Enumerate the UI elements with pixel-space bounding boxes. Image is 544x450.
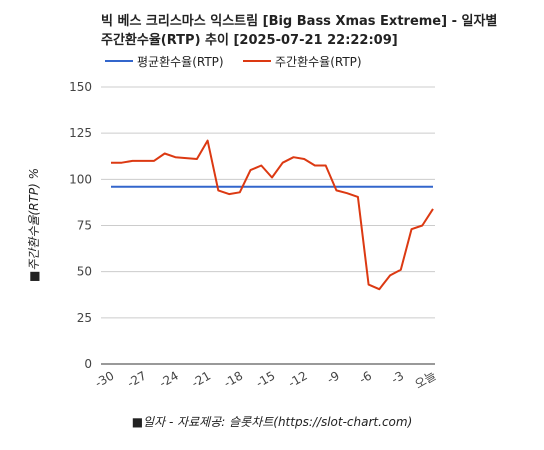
y-tick-100: 100 [69,172,92,186]
y-tick-25: 25 [77,311,92,325]
x-tick-2: -24 [157,368,181,390]
x-axis-label: ■일자 - 자료제공: 슬롯차트(https://slot-chart.com) [132,415,413,429]
x-tick-8: -6 [357,368,374,386]
x-tick-1: -27 [125,368,149,390]
y-tick-125: 125 [69,126,92,140]
x-tick-0: -30 [93,368,117,390]
x-tick-labels: -30 -27 -24 -21 -18 -15 -12 -9 -6 -3 오늘 [93,368,439,391]
legend-label-average: 평균환수율(RTP) [137,55,224,69]
chart-title-line-1: 빅 베스 크리스마스 익스트림 [Big Bass Xmas Extreme] … [101,13,497,29]
x-tick-7: -9 [325,368,342,386]
series-line-weekly [111,139,434,291]
x-tick-5: -15 [254,368,278,390]
x-tick-3: -21 [189,368,213,390]
chart-title-line-2: 주간환수율(RTP) 추이 [2025-07-21 22:22:09] [101,32,398,48]
y-tick-150: 150 [69,80,92,94]
x-tick-9: -3 [389,368,406,386]
y-axis-label: ■주간환수율(RTP) % [27,168,41,282]
legend: 평균환수율(RTP) 주간환수율(RTP) [105,55,362,69]
gridlines [101,86,435,365]
x-tick-6: -12 [286,368,310,390]
x-tick-4: -18 [221,368,245,390]
y-tick-labels: 0 25 50 75 100 125 150 [69,80,92,371]
x-tick-10: 오늘 [412,368,438,391]
series-lines [111,139,434,291]
y-tick-75: 75 [77,219,92,233]
y-tick-0: 0 [84,357,92,371]
y-tick-50: 50 [77,265,92,279]
legend-label-weekly: 주간환수율(RTP) [275,55,362,69]
